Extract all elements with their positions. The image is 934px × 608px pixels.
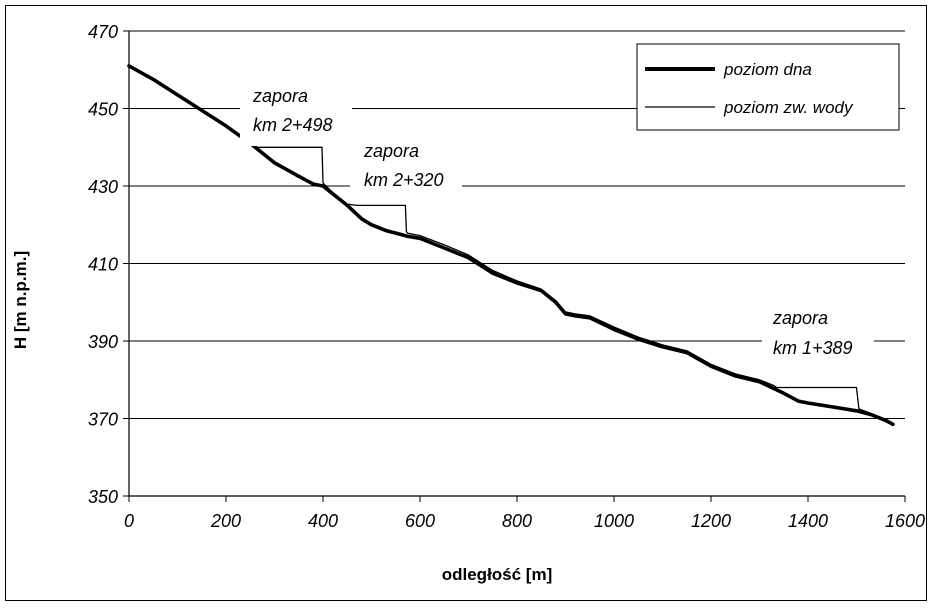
annotation-2320-line1: zapora	[363, 141, 419, 161]
y-tick-label-350: 350	[88, 487, 118, 507]
x-tick-label-0: 0	[124, 511, 134, 531]
x-tick-label-1600: 1600	[885, 511, 925, 531]
series-line-poziom-dna	[127, 64, 895, 427]
y-tick-label-390: 390	[88, 332, 118, 352]
legend-label-poziom-dna: poziom dna	[723, 60, 812, 79]
x-tick-label-400: 400	[308, 511, 338, 531]
axes	[123, 30, 906, 502]
annotations: zapora km 2+498 zapora km 2+320 zapora k…	[240, 82, 874, 364]
annotation-1389-line2: km 1+389	[773, 338, 853, 358]
x-tick-label-600: 600	[405, 511, 435, 531]
x-axis-title: odległość [m]	[442, 565, 553, 584]
y-tick-label-370: 370	[88, 410, 118, 430]
x-tick-label-200: 200	[210, 511, 241, 531]
x-tick-label-1000: 1000	[594, 511, 634, 531]
annotation-bg-2320	[350, 136, 462, 200]
y-tick-label-450: 450	[88, 100, 118, 120]
x-tick-label-800: 800	[502, 511, 532, 531]
legend: poziom dna poziom zw. wody	[636, 43, 900, 131]
series-line-poziom-zw-wody	[128, 64, 894, 424]
y-tick-label-410: 410	[88, 255, 118, 275]
x-tick-label-1400: 1400	[788, 511, 828, 531]
annotation-2320-line2: km 2+320	[364, 170, 444, 190]
x-tick-label-1200: 1200	[691, 511, 731, 531]
y-tick-label-430: 430	[88, 177, 118, 197]
legend-label-poziom-zw-wody: poziom zw. wody	[723, 98, 854, 117]
series-lines	[127, 64, 895, 427]
annotation-2498-line2: km 2+498	[253, 115, 333, 135]
annotation-bg-2498	[240, 82, 352, 146]
annotation-bg-1389	[762, 300, 874, 364]
legend-box	[636, 43, 900, 131]
y-axis-title: H [m n.p.m.]	[11, 251, 30, 349]
annotation-1389-line1: zapora	[772, 308, 828, 328]
tick-labels: 350 370 390 410 430 450 470 0 200 400 600 800 1000 12…	[88, 22, 925, 531]
annotation-2498-line1: zapora	[252, 86, 308, 106]
y-tick-label-470: 470	[88, 22, 118, 42]
